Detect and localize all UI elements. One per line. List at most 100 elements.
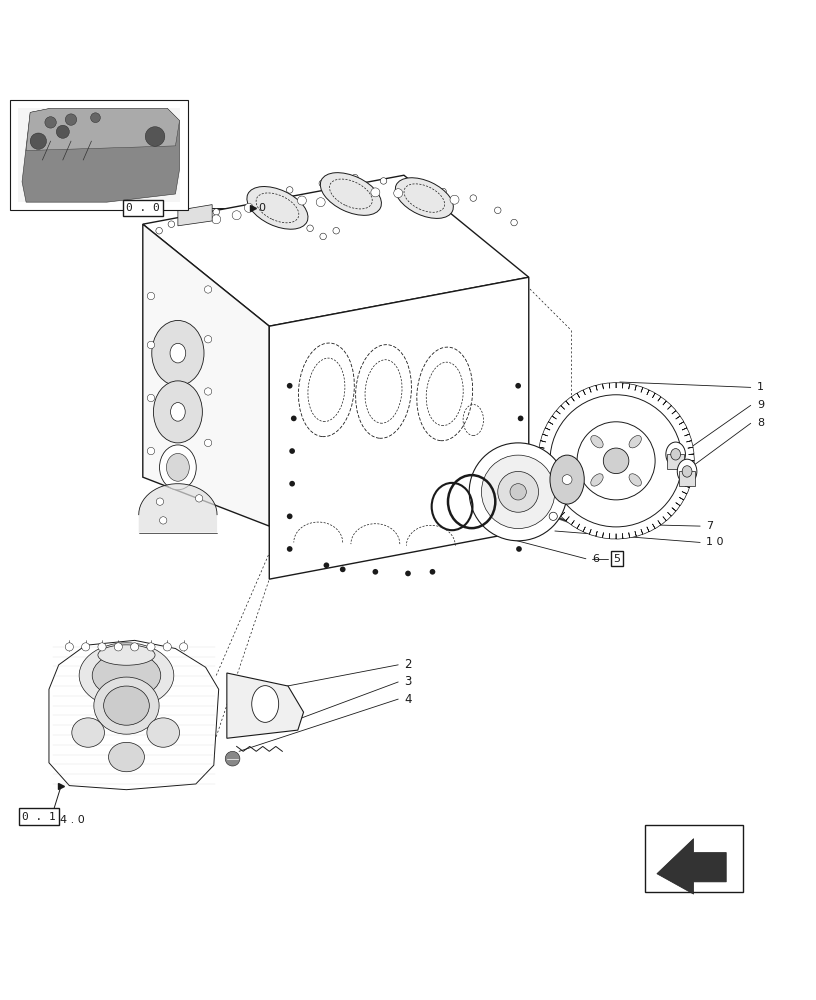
- Circle shape: [290, 416, 297, 421]
- Text: 7: 7: [706, 521, 713, 531]
- Circle shape: [511, 219, 517, 226]
- Circle shape: [168, 221, 175, 227]
- Circle shape: [549, 512, 557, 520]
- Text: 1: 1: [757, 382, 765, 392]
- Circle shape: [429, 569, 436, 575]
- Circle shape: [516, 481, 522, 487]
- Ellipse shape: [79, 643, 174, 708]
- Circle shape: [287, 513, 292, 519]
- Circle shape: [245, 203, 253, 212]
- Circle shape: [145, 127, 165, 146]
- Circle shape: [204, 336, 212, 343]
- Ellipse shape: [629, 436, 641, 448]
- Circle shape: [204, 439, 212, 447]
- Circle shape: [148, 447, 155, 455]
- Circle shape: [82, 643, 90, 651]
- Ellipse shape: [94, 677, 159, 734]
- Circle shape: [510, 484, 526, 500]
- Ellipse shape: [677, 459, 697, 484]
- Circle shape: [56, 125, 69, 138]
- Circle shape: [98, 643, 106, 651]
- Circle shape: [91, 113, 100, 123]
- Polygon shape: [143, 224, 269, 526]
- Circle shape: [516, 513, 522, 519]
- Circle shape: [30, 133, 47, 149]
- Circle shape: [494, 207, 501, 214]
- Circle shape: [577, 422, 655, 500]
- Ellipse shape: [550, 455, 584, 504]
- Circle shape: [469, 443, 567, 541]
- Circle shape: [450, 195, 459, 204]
- Circle shape: [380, 178, 387, 184]
- Ellipse shape: [629, 474, 641, 486]
- Circle shape: [518, 448, 524, 454]
- Circle shape: [518, 416, 524, 421]
- Ellipse shape: [166, 453, 189, 481]
- Circle shape: [405, 571, 410, 576]
- Ellipse shape: [72, 718, 104, 747]
- Circle shape: [481, 455, 555, 529]
- Circle shape: [45, 117, 56, 128]
- Ellipse shape: [666, 442, 685, 467]
- Circle shape: [320, 233, 326, 240]
- Bar: [10, 100, 188, 210]
- Polygon shape: [49, 640, 219, 790]
- Circle shape: [131, 643, 139, 651]
- Circle shape: [225, 751, 240, 766]
- Ellipse shape: [98, 645, 155, 665]
- Ellipse shape: [591, 474, 603, 486]
- Text: 3: 3: [404, 675, 411, 688]
- Circle shape: [156, 227, 162, 234]
- Circle shape: [339, 567, 345, 572]
- Circle shape: [65, 643, 73, 651]
- Circle shape: [409, 182, 415, 188]
- Ellipse shape: [152, 320, 204, 386]
- Circle shape: [157, 498, 163, 505]
- Circle shape: [196, 495, 202, 502]
- Ellipse shape: [171, 403, 185, 421]
- Circle shape: [204, 286, 212, 293]
- Ellipse shape: [153, 381, 202, 443]
- Circle shape: [114, 643, 122, 651]
- Text: 6: 6: [592, 554, 600, 564]
- Ellipse shape: [251, 686, 278, 722]
- Circle shape: [562, 475, 572, 484]
- Circle shape: [516, 383, 521, 389]
- Circle shape: [213, 209, 220, 215]
- Circle shape: [498, 471, 539, 512]
- Ellipse shape: [147, 718, 180, 747]
- Bar: [679, 471, 695, 486]
- Circle shape: [148, 394, 155, 402]
- Circle shape: [204, 388, 212, 395]
- Polygon shape: [22, 108, 180, 202]
- Ellipse shape: [671, 449, 681, 460]
- Ellipse shape: [170, 343, 186, 363]
- Text: 8: 8: [757, 418, 765, 428]
- Text: 0 . 0: 0 . 0: [126, 203, 160, 213]
- Circle shape: [516, 546, 522, 552]
- Polygon shape: [538, 383, 694, 539]
- Text: 9: 9: [757, 400, 765, 410]
- Bar: [645, 825, 743, 892]
- Circle shape: [65, 114, 77, 125]
- Circle shape: [180, 643, 188, 651]
- Circle shape: [212, 215, 220, 224]
- Circle shape: [287, 383, 292, 389]
- Circle shape: [319, 180, 326, 187]
- Circle shape: [370, 188, 380, 197]
- Text: 0: 0: [259, 203, 266, 213]
- Circle shape: [440, 188, 446, 195]
- Circle shape: [163, 643, 171, 651]
- Polygon shape: [227, 673, 304, 738]
- Circle shape: [232, 211, 242, 220]
- Circle shape: [393, 189, 402, 198]
- Circle shape: [147, 643, 155, 651]
- Circle shape: [470, 195, 477, 201]
- Text: 4 . 0: 4 . 0: [60, 815, 84, 825]
- Circle shape: [352, 174, 358, 181]
- Circle shape: [307, 225, 313, 232]
- Polygon shape: [178, 205, 212, 226]
- Text: 1 0: 1 0: [706, 537, 723, 547]
- Text: 0 . 1: 0 . 1: [22, 812, 56, 822]
- Circle shape: [323, 562, 330, 568]
